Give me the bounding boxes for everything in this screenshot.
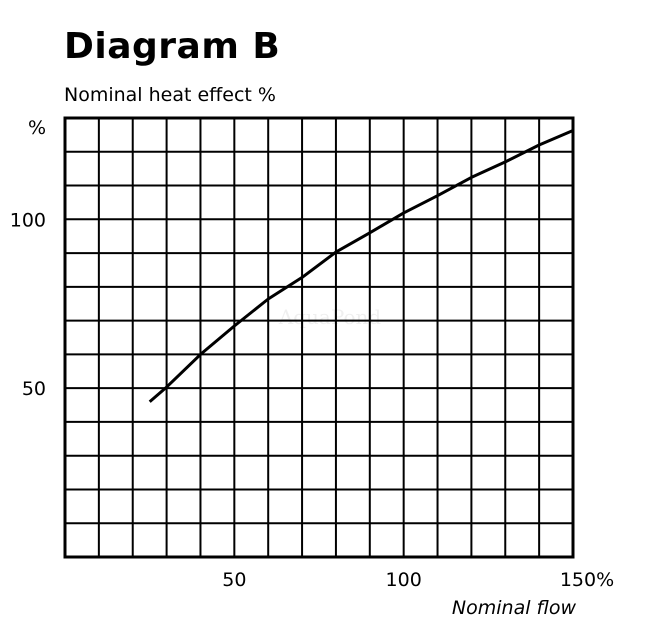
y-axis-label: %: [28, 117, 46, 139]
x-tick-label: 100: [386, 569, 422, 591]
plot-frame: [63, 116, 575, 559]
x-axis-label: Nominal flow: [452, 597, 577, 619]
x-tick-label: 50: [222, 569, 246, 591]
watermark: AquaPond: [278, 305, 382, 329]
series-line: [148, 129, 574, 403]
y-tick-label: 50: [22, 378, 46, 400]
chart-subtitle: Nominal heat effect %: [64, 84, 276, 106]
grid: [65, 118, 573, 557]
chart-title: Diagram B: [64, 26, 281, 67]
y-tick-label: 100: [10, 209, 46, 231]
x-tick-label: 150%: [560, 569, 614, 591]
